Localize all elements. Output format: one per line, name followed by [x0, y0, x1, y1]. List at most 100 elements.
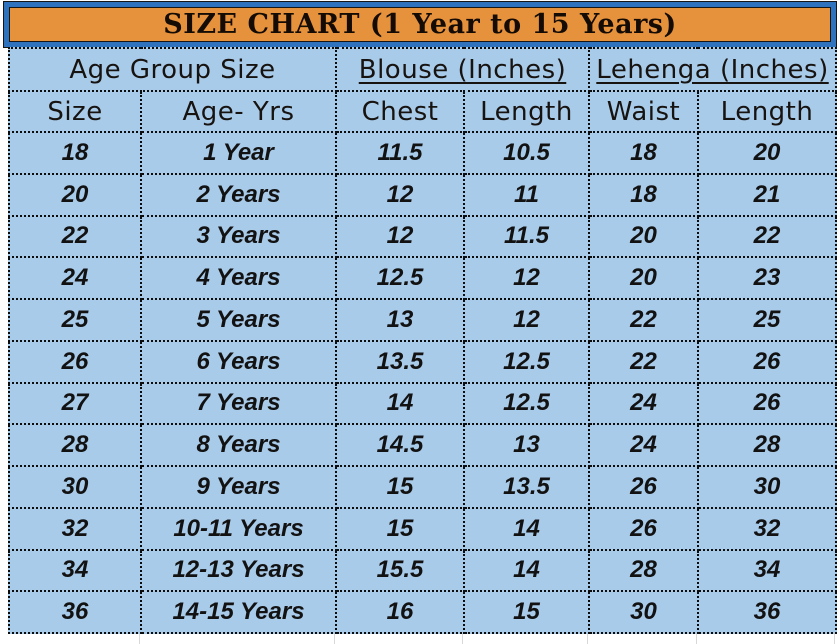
cell-size: 27	[8, 381, 142, 426]
cell-lehenga-length: 23	[697, 256, 838, 300]
cell-age-yrs: 9 Years	[140, 465, 337, 509]
cell-waist: 30	[588, 590, 700, 634]
table-row: 18 1 Year 11.5 10.5 18 20	[8, 131, 838, 175]
cell-chest: 12.5	[335, 256, 465, 300]
cell-chest: 12	[335, 172, 465, 217]
group-header-age: Age Group Size	[8, 47, 337, 92]
cell-blouse-length: 12.5	[462, 381, 591, 426]
cell-age-yrs: 3 Years	[140, 214, 337, 259]
group-header-age-label: Age Group Size	[69, 54, 276, 85]
table-body: 18 1 Year 11.5 10.5 18 20 20 2 Years 12 …	[8, 131, 838, 634]
title-bar: SIZE CHART (1 Year to 15 Years)	[4, 2, 836, 47]
cell-chest: 15	[335, 506, 465, 551]
cell-waist: 26	[588, 506, 700, 551]
group-header-lehenga: Lehenga (Inches)	[588, 47, 838, 92]
table-row: 34 12-13 Years 15.5 14 28 34	[8, 548, 838, 593]
cell-chest: 13	[335, 298, 465, 342]
cell-lehenga-length: 22	[697, 214, 838, 259]
cell-chest: 15	[335, 465, 465, 509]
group-header-blouse-label: Blouse (Inches)	[358, 54, 567, 85]
cell-lehenga-length: 28	[697, 423, 838, 467]
table-row: 20 2 Years 12 11 18 21	[8, 172, 838, 217]
sheet-gridline-cell	[463, 634, 588, 644]
sheet-gridline-cell	[8, 634, 140, 644]
cell-size: 26	[8, 339, 142, 384]
cell-age-yrs: 7 Years	[140, 381, 337, 426]
column-header-size: Size	[8, 90, 142, 133]
column-header-waist: Waist	[588, 90, 700, 133]
cell-chest: 12	[335, 214, 465, 259]
column-header-blouse-length: Length	[462, 90, 591, 133]
cell-size: 36	[8, 590, 142, 634]
sheet-gridline-cell	[140, 634, 335, 644]
cell-size: 25	[8, 298, 142, 342]
cell-blouse-length: 14	[462, 506, 591, 551]
table-row: 36 14-15 Years 16 15 30 36	[8, 590, 838, 634]
sheet-gridline-cell	[335, 634, 463, 644]
cell-size: 22	[8, 214, 142, 259]
cell-waist: 18	[588, 172, 700, 217]
cell-size: 20	[8, 172, 142, 217]
table-row: 26 6 Years 13.5 12.5 22 26	[8, 339, 838, 384]
cell-lehenga-length: 30	[697, 465, 838, 509]
cell-chest: 13.5	[335, 339, 465, 384]
cell-blouse-length: 12	[462, 298, 591, 342]
cell-waist: 20	[588, 256, 700, 300]
cell-size: 24	[8, 256, 142, 300]
column-header-row: Size Age- Yrs Chest Length Waist Length	[8, 90, 838, 133]
cell-blouse-length: 12.5	[462, 339, 591, 384]
cell-lehenga-length: 26	[697, 381, 838, 426]
cell-chest: 14.5	[335, 423, 465, 467]
table-row: 28 8 Years 14.5 13 24 28	[8, 423, 838, 467]
cell-age-yrs: 4 Years	[140, 256, 337, 300]
cell-blouse-length: 14	[462, 548, 591, 593]
cell-blouse-length: 10.5	[462, 131, 591, 175]
cell-lehenga-length: 26	[697, 339, 838, 384]
cell-waist: 18	[588, 131, 700, 175]
column-header-age-yrs: Age- Yrs	[140, 90, 337, 133]
cell-chest: 16	[335, 590, 465, 634]
cell-size: 28	[8, 423, 142, 467]
cell-chest: 14	[335, 381, 465, 426]
cell-waist: 28	[588, 548, 700, 593]
cell-size: 18	[8, 131, 142, 175]
table-row: 25 5 Years 13 12 22 25	[8, 298, 838, 342]
cell-age-yrs: 8 Years	[140, 423, 337, 467]
cell-lehenga-length: 36	[697, 590, 838, 634]
group-header-lehenga-label: Lehenga (Inches)	[596, 54, 829, 85]
cell-chest: 15.5	[335, 548, 465, 593]
spreadsheet-gridline-strip	[8, 634, 835, 644]
cell-waist: 20	[588, 214, 700, 259]
cell-waist: 26	[588, 465, 700, 509]
table-row: 22 3 Years 12 11.5 20 22	[8, 214, 838, 259]
cell-lehenga-length: 34	[697, 548, 838, 593]
cell-lehenga-length: 32	[697, 506, 838, 551]
group-header-blouse: Blouse (Inches)	[334, 47, 591, 92]
cell-age-yrs: 12-13 Years	[140, 548, 337, 593]
cell-age-yrs: 10-11 Years	[140, 506, 337, 551]
cell-size: 32	[8, 506, 142, 551]
cell-size: 30	[8, 465, 142, 509]
column-header-chest: Chest	[335, 90, 465, 133]
sheet-gridline-cell	[588, 634, 697, 644]
table-row: 32 10-11 Years 15 14 26 32	[8, 506, 838, 551]
cell-age-yrs: 14-15 Years	[140, 590, 337, 634]
cell-blouse-length: 11	[462, 172, 591, 217]
cell-age-yrs: 2 Years	[140, 172, 337, 217]
page-title: SIZE CHART (1 Year to 15 Years)	[163, 9, 677, 40]
cell-blouse-length: 13	[462, 423, 591, 467]
size-chart-table: Age Group Size Blouse (Inches) Lehenga (…	[8, 47, 838, 634]
group-header-row: Age Group Size Blouse (Inches) Lehenga (…	[8, 47, 838, 92]
cell-waist: 24	[588, 423, 700, 467]
table-row: 24 4 Years 12.5 12 20 23	[8, 256, 838, 300]
cell-blouse-length: 13.5	[462, 465, 591, 509]
cell-waist: 22	[588, 298, 700, 342]
sheet-gridline-cell	[697, 634, 835, 644]
cell-blouse-length: 12	[462, 256, 591, 300]
table-row: 30 9 Years 15 13.5 26 30	[8, 465, 838, 509]
cell-chest: 11.5	[335, 131, 465, 175]
cell-lehenga-length: 20	[697, 131, 838, 175]
cell-blouse-length: 15	[462, 590, 591, 634]
cell-waist: 24	[588, 381, 700, 426]
column-header-lehenga-length: Length	[697, 90, 838, 133]
